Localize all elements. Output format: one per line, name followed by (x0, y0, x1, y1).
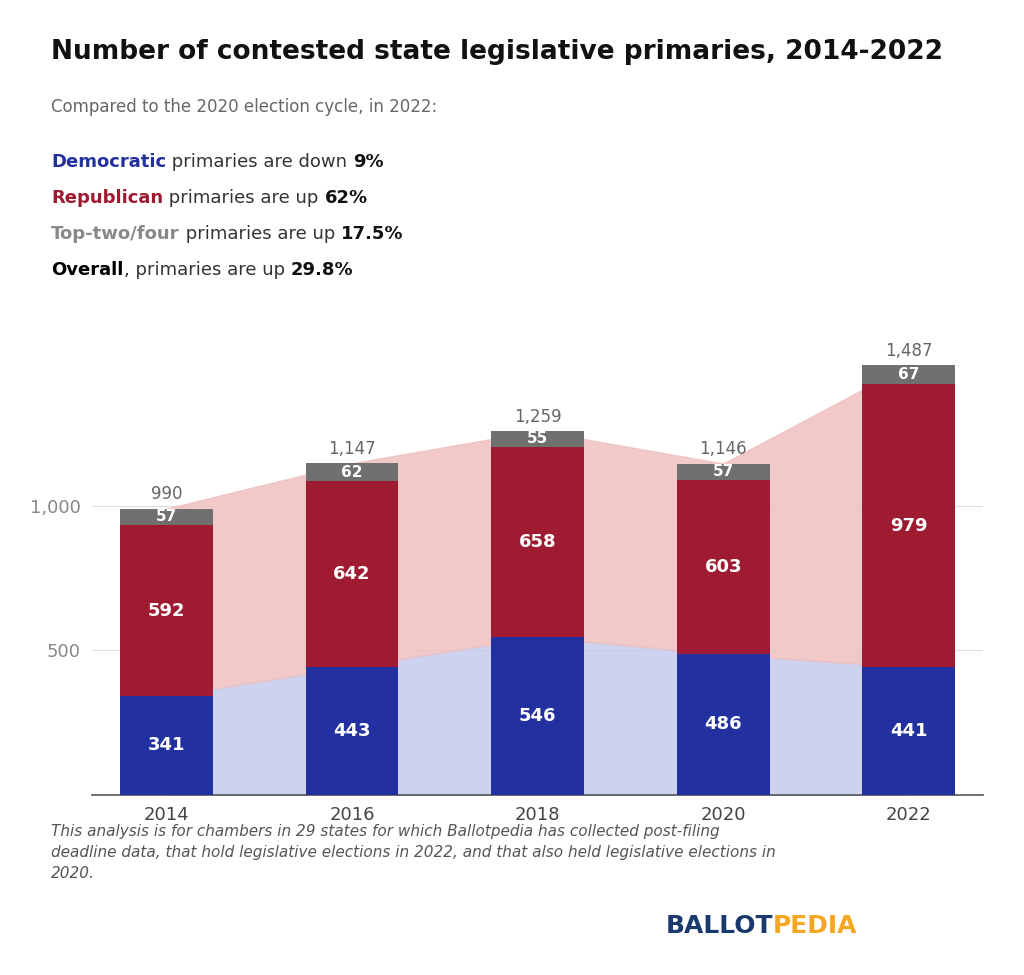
Bar (492, 431, 584, 447)
Text: 658: 658 (519, 533, 556, 551)
Text: Number of contested state legislative primaries, 2014-2022: Number of contested state legislative pr… (51, 39, 943, 65)
Bar (305, 482, 398, 667)
Text: Democratic: Democratic (51, 153, 166, 171)
Text: This analysis is for chambers in 29 states for which Ballotpedia has collected p: This analysis is for chambers in 29 stat… (51, 824, 776, 880)
Text: 57: 57 (156, 509, 177, 525)
Text: 17.5%: 17.5% (341, 225, 403, 243)
Text: 1,147: 1,147 (328, 440, 376, 458)
Bar (305, 667, 398, 795)
Text: BALLOT: BALLOT (666, 914, 773, 938)
Text: 57: 57 (713, 464, 734, 480)
Text: 29.8%: 29.8% (291, 261, 353, 279)
Bar (305, 463, 398, 482)
Bar (862, 365, 955, 384)
Text: primaries are up: primaries are up (163, 189, 325, 207)
Bar (677, 480, 770, 654)
Bar (120, 526, 213, 696)
Text: 1,146: 1,146 (699, 441, 748, 458)
Text: Overall: Overall (51, 261, 124, 279)
Bar (862, 384, 955, 667)
Text: 1,259: 1,259 (514, 408, 561, 426)
Text: 603: 603 (705, 558, 742, 576)
Bar (120, 696, 213, 795)
Text: 592: 592 (147, 602, 185, 619)
Text: 9%: 9% (353, 153, 384, 171)
Text: 67: 67 (898, 368, 920, 382)
Text: primaries are up: primaries are up (179, 225, 341, 243)
Bar (492, 447, 584, 637)
Text: 341: 341 (147, 736, 185, 755)
Text: Compared to the 2020 election cycle, in 2022:: Compared to the 2020 election cycle, in … (51, 98, 437, 115)
Text: 979: 979 (890, 517, 928, 535)
Text: Republican: Republican (51, 189, 163, 207)
Text: 1,487: 1,487 (885, 342, 933, 360)
Text: 443: 443 (333, 722, 371, 740)
Bar (492, 637, 584, 795)
Text: 441: 441 (890, 722, 928, 740)
Text: PEDIA: PEDIA (773, 914, 858, 938)
Text: , primaries are up: , primaries are up (124, 261, 291, 279)
Text: Top-two/four: Top-two/four (51, 225, 179, 243)
Bar (677, 654, 770, 795)
Text: 642: 642 (333, 565, 371, 583)
Bar (677, 463, 770, 480)
Text: 62: 62 (341, 465, 362, 480)
Text: 990: 990 (151, 486, 182, 503)
Bar (862, 667, 955, 795)
Bar (120, 509, 213, 526)
Text: 55: 55 (527, 431, 548, 447)
Text: 546: 546 (519, 707, 556, 724)
Text: 62%: 62% (325, 189, 368, 207)
Text: primaries are down: primaries are down (166, 153, 353, 171)
Text: 486: 486 (705, 716, 742, 733)
